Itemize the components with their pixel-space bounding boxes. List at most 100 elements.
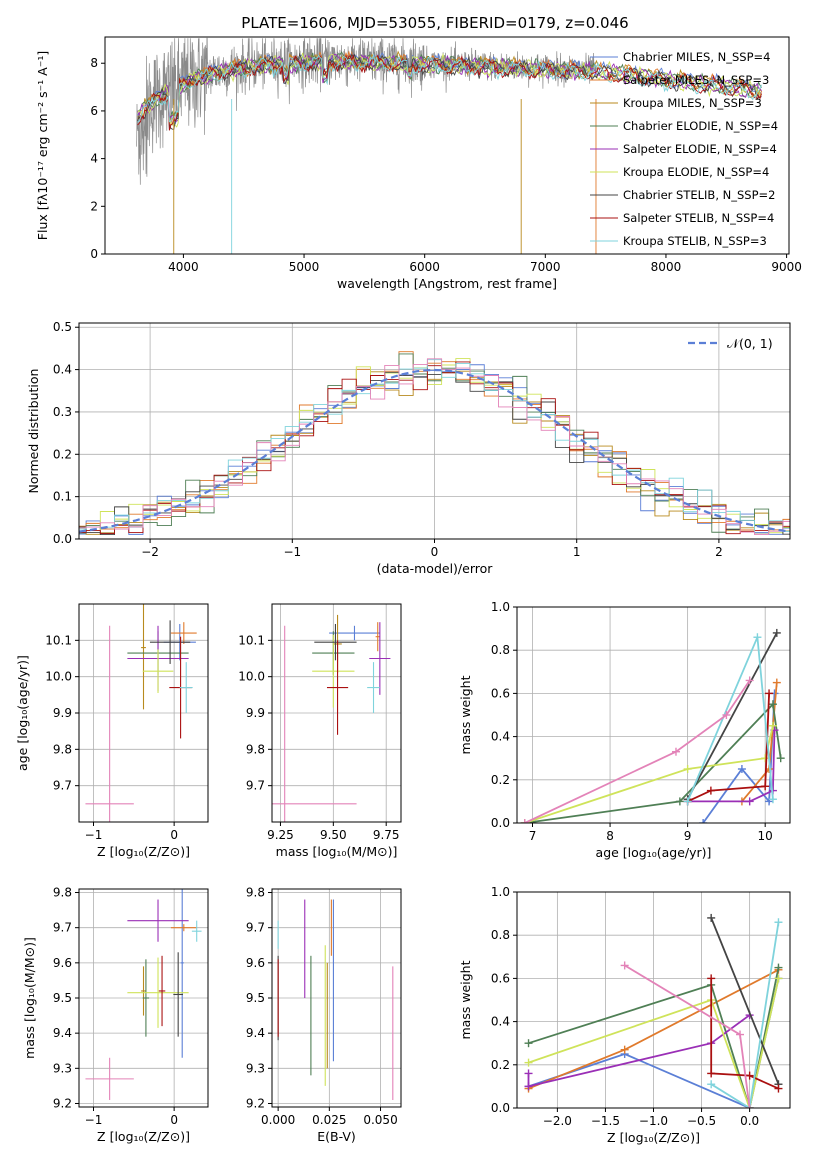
x-tick-label: −2.0 (543, 1114, 572, 1128)
error-bar-point (158, 955, 166, 1027)
y-tick-label: 10.0 (45, 670, 72, 684)
x-tick-label: 9.50 (320, 828, 347, 842)
x-tick-label: 5000 (289, 260, 320, 274)
axes-frame (78, 603, 209, 823)
x-tick-label: 0 (431, 545, 439, 559)
y-axis-label: mass [log₁₀(M/M⊙)] (22, 937, 37, 1059)
error-bar-point (312, 634, 355, 708)
x-tick-label: −1 (85, 1113, 103, 1127)
y-tick-label: 9.8 (246, 886, 265, 900)
legend-entry: 𝒩(0, 1) (727, 336, 773, 351)
weight-point-marker (737, 765, 746, 773)
x-tick-label: 9.25 (267, 828, 294, 842)
weight-point-marker (706, 786, 715, 795)
y-tick-label: 9.7 (246, 921, 265, 935)
x-axis-label: (data-model)/error (377, 561, 494, 576)
x-tick-label: 0.000 (261, 1113, 295, 1127)
y-tick-label: 0.0 (53, 532, 72, 546)
y-tick-label: 0.4 (491, 730, 510, 744)
weight-point-marker (707, 974, 716, 983)
plot-area (136, 37, 762, 254)
weight-point-marker (761, 754, 770, 763)
error-bar-point (170, 622, 197, 644)
error-bar-point (180, 889, 184, 1058)
y-tick-label: 0.6 (491, 971, 510, 985)
y-tick-label: 9.8 (53, 742, 72, 756)
x-axis-label: Z [log₁₀(Z/Z⊙)] (97, 844, 190, 859)
normal-reference-curve (79, 368, 788, 533)
y-tick-label: 9.5 (246, 991, 265, 1005)
model-spectrum-line (137, 53, 762, 123)
y-tick-label: 9.9 (53, 706, 72, 720)
x-tick-label: 8 (606, 829, 614, 843)
weight-series-line (524, 679, 751, 823)
error-bar-point (369, 622, 391, 695)
x-tick-label: −2 (141, 545, 159, 559)
x-tick-label: 2 (715, 545, 723, 559)
y-tick-label: 6 (90, 104, 98, 118)
y-axis-label: Flux [fλ10⁻¹⁷ erg cm⁻² s⁻¹ A⁻¹] (35, 51, 50, 240)
error-bar-point (272, 625, 357, 822)
y-tick-label: 9.5 (53, 991, 72, 1005)
grid (272, 604, 401, 822)
y-tick-label: 0.2 (491, 1058, 510, 1072)
weight-point-marker (745, 797, 754, 806)
weight-point-marker (671, 747, 680, 756)
weight-series-line (687, 693, 770, 803)
weight-series-line (528, 967, 780, 1108)
weight-series-line (687, 730, 776, 803)
weight-point-marker (772, 678, 781, 687)
y-tick-label: 0.2 (491, 773, 510, 787)
y-tick-label: 9.3 (246, 1061, 265, 1075)
spectrum-title: PLATE=1606, MJD=53055, FIBERID=0179, z=0… (241, 14, 628, 32)
y-tick-label: 1.0 (491, 600, 510, 614)
weight-point-marker (524, 1069, 533, 1078)
y-tick-label: 10.0 (238, 670, 265, 684)
y-tick-label: 0.3 (53, 405, 72, 419)
y-tick-label: 0.0 (491, 1101, 510, 1115)
x-axis-label: mass [log₁₀(M/M⊙)] (276, 844, 398, 859)
error-bar-point (179, 662, 193, 713)
axes-frame (271, 888, 402, 1108)
axes-frame (78, 322, 791, 540)
y-axis-label: Normed distribution (26, 369, 41, 494)
weight-point-marker (620, 961, 629, 970)
weight-series-line (528, 978, 780, 1108)
weight-point-marker (761, 782, 770, 791)
x-tick-label: 7 (529, 829, 537, 843)
error-bar-point (141, 966, 146, 1016)
x-axis-label: age [log₁₀(age/yr)] (596, 845, 712, 860)
weight-series-line (524, 702, 782, 823)
weight-series-line (710, 917, 780, 1085)
error-bar-point (326, 640, 349, 735)
grid (517, 606, 790, 824)
error-bar-point (142, 959, 150, 1037)
y-tick-label: 2 (90, 199, 98, 213)
y-tick-label: 0.1 (53, 490, 72, 504)
error-bar-point (141, 604, 146, 710)
y-tick-label: 9.8 (246, 742, 265, 756)
weight-point-marker (699, 819, 708, 823)
y-tick-label: 9.7 (246, 779, 265, 793)
plot-area (520, 628, 785, 823)
weight-point-marker (774, 963, 783, 972)
error-bar-point (85, 1057, 134, 1100)
legend-entry: Chabrier ELODIE, N_SSP=4 (623, 119, 778, 133)
x-tick-label: 0.025 (312, 1113, 346, 1127)
residuals-legend: 𝒩(0, 1) (688, 336, 773, 351)
y-tick-label: 0.2 (53, 447, 72, 461)
y-tick-label: 0 (90, 247, 98, 261)
y-tick-label: 9.7 (53, 921, 72, 935)
axes-frame (516, 891, 791, 1109)
y-tick-label: 10.1 (45, 633, 72, 647)
x-tick-label: 7000 (530, 260, 561, 274)
axes-frame (78, 888, 209, 1108)
axes-frame (516, 606, 791, 824)
y-tick-label: 9.3 (53, 1061, 72, 1075)
x-axis-label: E(B-V) (317, 1129, 356, 1144)
plot-area (524, 913, 783, 1108)
y-tick-label: 1.0 (491, 885, 510, 899)
x-tick-label: 6000 (409, 260, 440, 274)
weight-point-marker (768, 795, 777, 804)
